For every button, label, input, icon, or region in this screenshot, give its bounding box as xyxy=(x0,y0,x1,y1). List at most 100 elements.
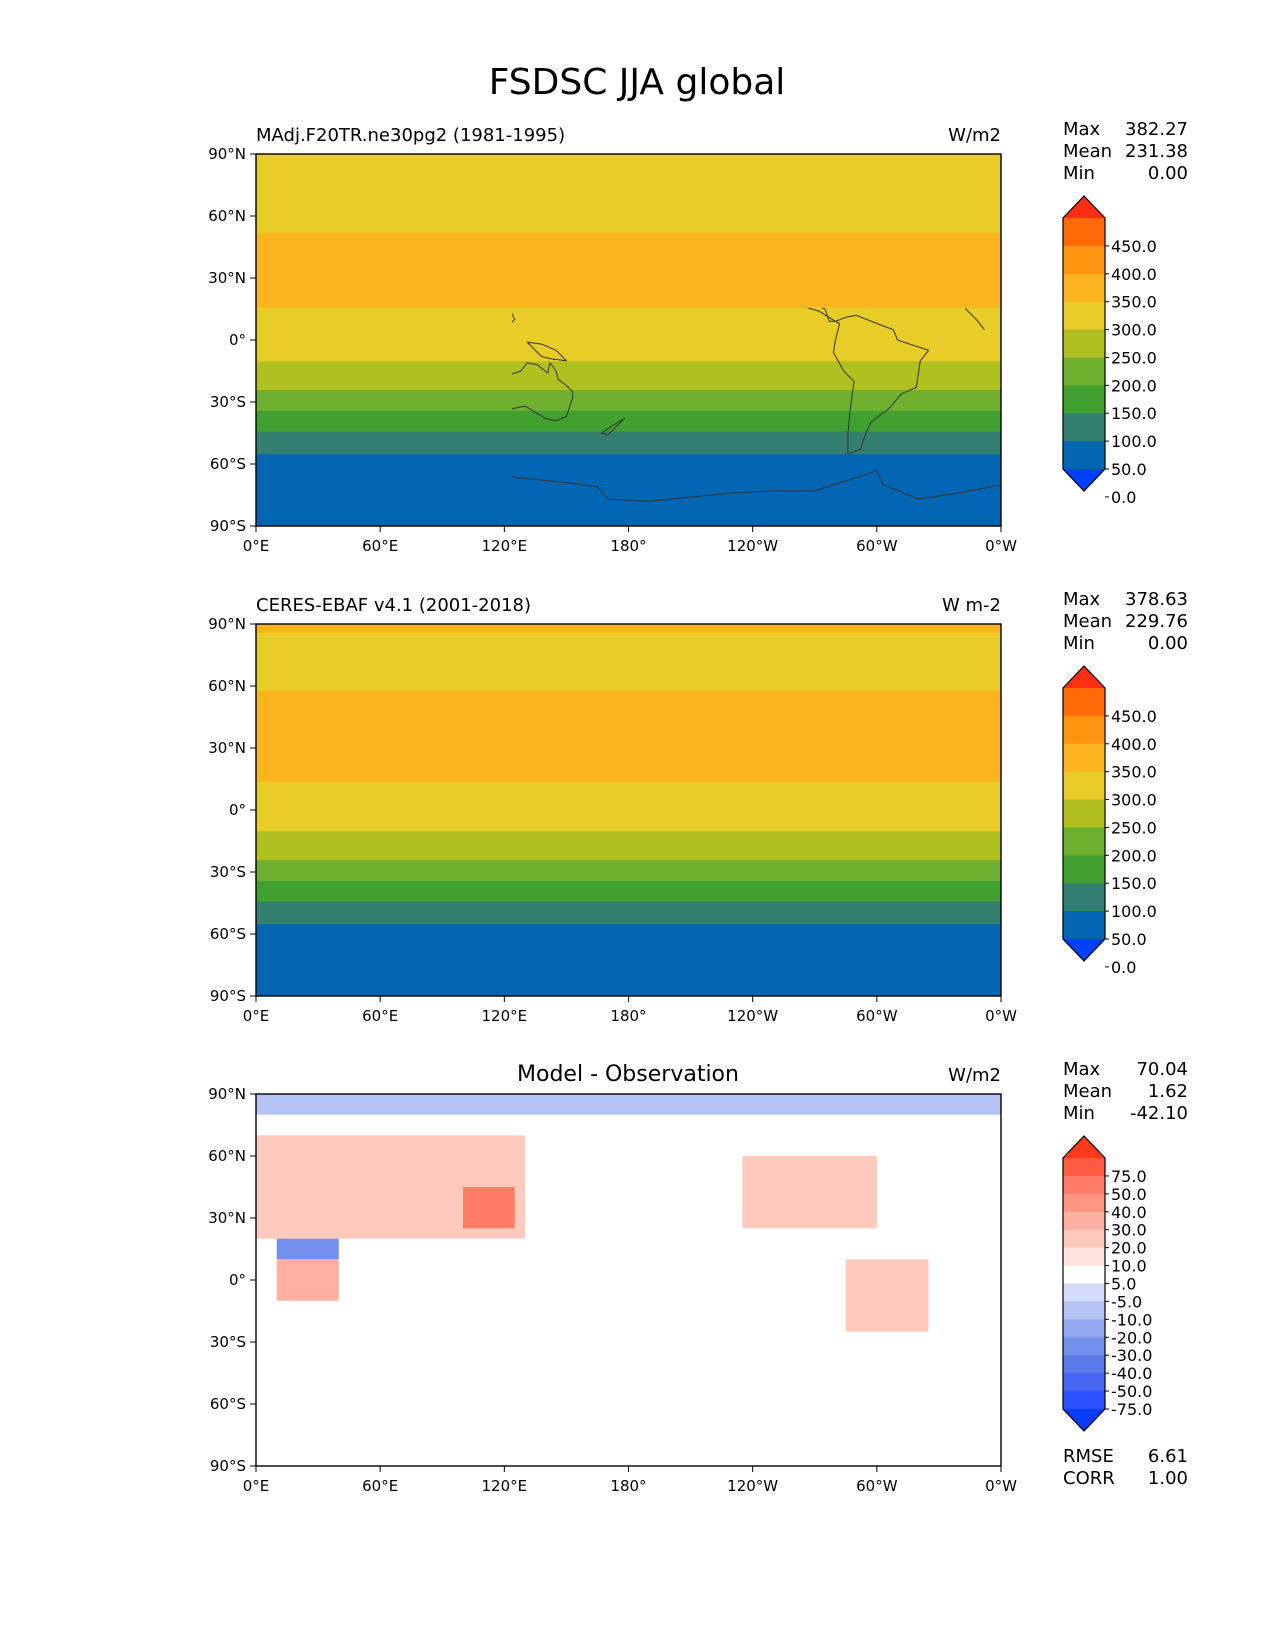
zonal-band xyxy=(256,360,1001,391)
colorbar-swatch xyxy=(1063,743,1105,773)
lon-tick-label: 120°W xyxy=(727,1477,778,1495)
diff-region-central-africa xyxy=(276,1259,339,1301)
colorbar-outline xyxy=(1062,1135,1106,1432)
lon-tick-label: 60°W xyxy=(856,537,898,555)
lat-tick-label: 60°N xyxy=(208,1147,246,1165)
zonal-band xyxy=(256,624,1001,633)
colorbar-label: 400.0 xyxy=(1111,265,1157,284)
colorbar-swatch xyxy=(1063,441,1105,470)
diff-stats: Max 70.04 Mean 1.62 Min -42.10 xyxy=(1063,1059,1188,1124)
lon-tick-label: 0°W xyxy=(985,1477,1017,1495)
colorbar-swatch xyxy=(1063,329,1105,358)
panel-diff: Model - Observation W/m2 0°E 60°E 120°E 180… xyxy=(208,1059,1188,1495)
zonal-band xyxy=(256,690,1001,782)
zonal-band xyxy=(256,983,1001,996)
colorbar-label: -30.0 xyxy=(1111,1346,1152,1365)
lon-tick-label: 0°E xyxy=(243,1007,270,1025)
zonal-band xyxy=(256,513,1001,526)
colorbar-swatch xyxy=(1063,1283,1105,1302)
obs-min-label: Min xyxy=(1063,633,1095,654)
diff-max-label: Max xyxy=(1063,1059,1101,1080)
diff-region-north-africa xyxy=(276,1238,339,1260)
colorbar-swatch xyxy=(1063,1337,1105,1356)
model-axis-ticks: 0°E 60°E 120°E 180° 120°W 60°W 0°W 90°N 60°N 30°N… xyxy=(208,145,1017,555)
zonal-band xyxy=(256,880,1001,902)
lon-tick-label: 0°E xyxy=(243,1477,270,1495)
colorbar-swatch xyxy=(1063,883,1105,912)
colorbar-swatch xyxy=(1063,827,1105,856)
colorbar-swatch xyxy=(1063,218,1105,247)
diff-max-value: 70.04 xyxy=(1136,1059,1188,1080)
diff-region-north-america xyxy=(742,1156,877,1229)
colorbar-swatch xyxy=(1063,1355,1105,1374)
zonal-band xyxy=(256,900,1001,925)
colorbar-label: 450.0 xyxy=(1111,237,1157,256)
lon-tick-label: 60°E xyxy=(362,537,398,555)
colorbar-label: 0.0 xyxy=(1111,488,1136,507)
panel-diff-title: Model - Observation xyxy=(517,1062,739,1087)
colorbar-label: -40.0 xyxy=(1111,1364,1152,1383)
panel-obs: CERES-EBAF v4.1 (2001-2018) W m-2 0°E 60°… xyxy=(208,589,1188,1025)
colorbar-label: 400.0 xyxy=(1111,735,1157,754)
rmse-label: RMSE xyxy=(1063,1446,1114,1467)
panel-obs-title: CERES-EBAF v4.1 (2001-2018) xyxy=(256,595,531,616)
colorbar-label: 450.0 xyxy=(1111,707,1157,726)
diff-field xyxy=(256,1094,1001,1466)
colorbar-swatch xyxy=(1063,771,1105,801)
zonal-band xyxy=(256,430,1001,455)
lon-tick-label: 60°W xyxy=(856,1477,898,1495)
colorbar-label: 30.0 xyxy=(1111,1221,1147,1240)
lat-tick-label: 0° xyxy=(229,801,246,819)
diff-min-value: -42.10 xyxy=(1130,1103,1188,1124)
lat-tick-label: 30°S xyxy=(210,393,246,411)
lat-tick-label: 90°N xyxy=(208,145,246,163)
colorbar-swatch xyxy=(1063,1247,1105,1267)
colorbar-swatch xyxy=(1063,688,1105,717)
colorbar-swatch xyxy=(1063,1373,1105,1392)
lon-tick-label: 120°E xyxy=(482,1007,528,1025)
colorbar-swatch xyxy=(1063,1193,1105,1213)
colorbar-swatch xyxy=(1063,385,1105,414)
model-mean-value: 231.38 xyxy=(1125,141,1188,162)
lat-tick-label: 90°S xyxy=(210,987,246,1005)
lat-tick-label: 60°N xyxy=(208,677,246,695)
colorbar-swatch xyxy=(1063,273,1105,303)
colorbar-extend-top xyxy=(1063,1136,1105,1158)
colorbar-swatch xyxy=(1063,799,1105,828)
obs-mean-value: 229.76 xyxy=(1125,611,1188,632)
obs-max-value: 378.63 xyxy=(1125,589,1188,610)
lon-tick-label: 0°E xyxy=(243,537,270,555)
colorbar-label: -5.0 xyxy=(1111,1292,1142,1311)
lat-tick-label: 90°S xyxy=(210,517,246,535)
colorbar-swatch xyxy=(1063,413,1105,442)
panel-diff-units: W/m2 xyxy=(948,1065,1001,1086)
colorbar-label: 0.0 xyxy=(1111,958,1136,977)
colorbar-label: 40.0 xyxy=(1111,1203,1147,1222)
colorbar-label: -20.0 xyxy=(1111,1328,1152,1347)
zonal-band xyxy=(256,923,1001,985)
colorbar-swatch xyxy=(1063,301,1105,331)
zonal-band xyxy=(256,389,1001,411)
colorbar-label: 300.0 xyxy=(1111,791,1157,810)
colorbar-swatch xyxy=(1063,1211,1105,1231)
model-max-label: Max xyxy=(1063,119,1101,140)
colorbar-outline xyxy=(1062,195,1106,492)
lon-tick-label: 120°E xyxy=(482,537,528,555)
colorbar-label: 200.0 xyxy=(1111,846,1157,865)
lon-tick-label: 180° xyxy=(610,1477,646,1495)
zonal-band xyxy=(256,453,1001,515)
zonal-band xyxy=(256,859,1001,881)
model-stats: Max 382.27 Mean 231.38 Min 0.00 xyxy=(1063,119,1188,184)
colorbar-label: 350.0 xyxy=(1111,293,1157,312)
diff-region-arctic xyxy=(256,1094,1001,1115)
diff-axis-ticks: 0°E 60°E 120°E 180° 120°W 60°W 0°W 90°N 60°N 30°N… xyxy=(208,1085,1017,1495)
lon-tick-label: 60°W xyxy=(856,1007,898,1025)
lon-tick-label: 120°W xyxy=(727,1007,778,1025)
diff-extra-stats: RMSE 6.61 CORR 1.00 xyxy=(1063,1446,1188,1489)
obs-stats: Max 378.63 Mean 229.76 Min 0.00 xyxy=(1063,589,1188,654)
diff-region-south-america xyxy=(845,1259,929,1332)
obs-axis-ticks: 0°E 60°E 120°E 180° 120°W 60°W 0°W 90°N 60°N 30°N… xyxy=(208,615,1017,1025)
diff-mean-value: 1.62 xyxy=(1148,1081,1188,1102)
colorbar-swatch xyxy=(1063,357,1105,386)
colorbar-label: 50.0 xyxy=(1111,460,1147,479)
